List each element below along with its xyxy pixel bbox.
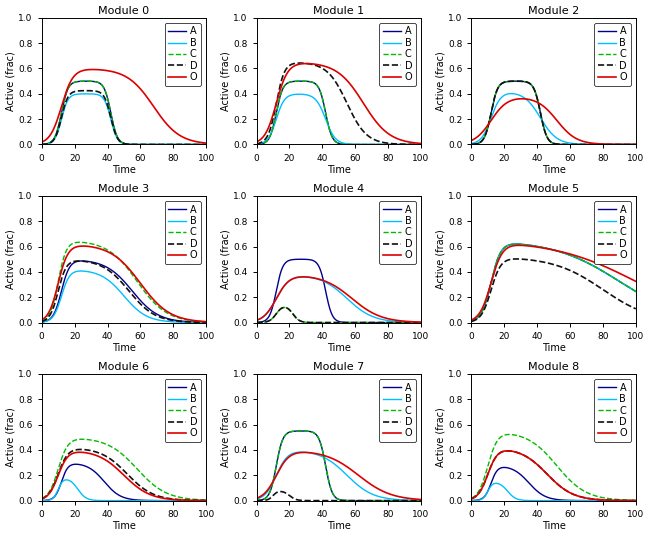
- Legend: A, B, C, D, O: A, B, C, D, O: [380, 201, 416, 264]
- Legend: A, B, C, D, O: A, B, C, D, O: [164, 201, 202, 264]
- X-axis label: Time: Time: [112, 343, 136, 353]
- Title: Module 3: Module 3: [98, 184, 150, 194]
- Legend: A, B, C, D, O: A, B, C, D, O: [594, 23, 631, 86]
- Title: Module 0: Module 0: [98, 5, 150, 16]
- Title: Module 6: Module 6: [98, 362, 150, 372]
- Y-axis label: Active (frac): Active (frac): [6, 408, 16, 467]
- Title: Module 1: Module 1: [313, 5, 365, 16]
- Legend: A, B, C, D, O: A, B, C, D, O: [380, 23, 416, 86]
- Y-axis label: Active (frac): Active (frac): [6, 51, 16, 111]
- Title: Module 5: Module 5: [528, 184, 579, 194]
- Legend: A, B, C, D, O: A, B, C, D, O: [164, 23, 202, 86]
- Legend: A, B, C, D, O: A, B, C, D, O: [164, 379, 202, 442]
- Title: Module 4: Module 4: [313, 184, 365, 194]
- X-axis label: Time: Time: [327, 521, 351, 532]
- Y-axis label: Active (frac): Active (frac): [436, 229, 445, 289]
- Y-axis label: Active (frac): Active (frac): [436, 51, 445, 111]
- Title: Module 2: Module 2: [528, 5, 579, 16]
- Y-axis label: Active (frac): Active (frac): [6, 229, 16, 289]
- Title: Module 8: Module 8: [528, 362, 579, 372]
- X-axis label: Time: Time: [112, 521, 136, 532]
- Legend: A, B, C, D, O: A, B, C, D, O: [594, 201, 631, 264]
- Legend: A, B, C, D, O: A, B, C, D, O: [380, 379, 416, 442]
- Title: Module 7: Module 7: [313, 362, 365, 372]
- Y-axis label: Active (frac): Active (frac): [220, 408, 230, 467]
- Y-axis label: Active (frac): Active (frac): [220, 229, 230, 289]
- X-axis label: Time: Time: [112, 165, 136, 175]
- X-axis label: Time: Time: [541, 521, 566, 532]
- X-axis label: Time: Time: [327, 165, 351, 175]
- X-axis label: Time: Time: [541, 343, 566, 353]
- X-axis label: Time: Time: [327, 343, 351, 353]
- Y-axis label: Active (frac): Active (frac): [220, 51, 230, 111]
- Y-axis label: Active (frac): Active (frac): [436, 408, 445, 467]
- Legend: A, B, C, D, O: A, B, C, D, O: [594, 379, 631, 442]
- X-axis label: Time: Time: [541, 165, 566, 175]
